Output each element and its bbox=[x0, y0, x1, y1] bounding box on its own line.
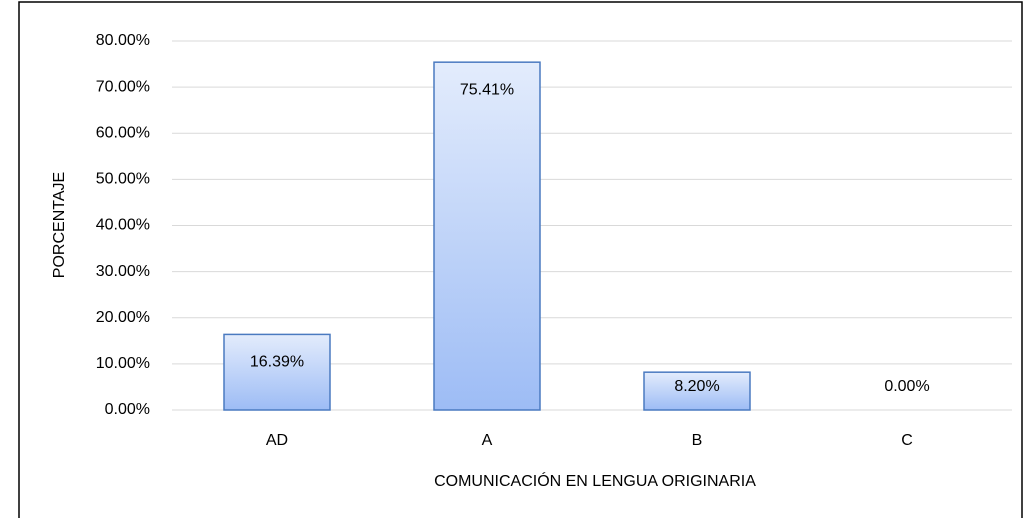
x-tick-label: C bbox=[901, 432, 913, 449]
x-tick-label: B bbox=[692, 432, 703, 449]
y-tick-label: 60.00% bbox=[96, 124, 150, 141]
data-label: 8.20% bbox=[674, 378, 719, 395]
x-tick-label: A bbox=[482, 432, 493, 449]
bar bbox=[643, 371, 751, 411]
y-tick-label: 0.00% bbox=[105, 401, 150, 418]
data-label: 16.39% bbox=[250, 354, 304, 371]
y-tick-label: 30.00% bbox=[96, 263, 150, 280]
x-axis-label: COMUNICACIÓN EN LENGUA ORIGINARIA bbox=[434, 471, 756, 490]
y-axis-label: PORCENTAJE bbox=[51, 172, 68, 278]
frame bbox=[18, 1, 1023, 518]
y-tick-label: 40.00% bbox=[96, 217, 150, 234]
bar bbox=[433, 61, 541, 411]
y-tick-label: 10.00% bbox=[96, 355, 150, 372]
data-label: 0.00% bbox=[884, 378, 929, 395]
y-tick-label: 50.00% bbox=[96, 171, 150, 188]
y-tick-label: 80.00% bbox=[96, 32, 150, 49]
y-tick-label: 20.00% bbox=[96, 309, 150, 326]
bar bbox=[223, 333, 331, 411]
x-tick-label: AD bbox=[266, 432, 288, 449]
data-label: 75.41% bbox=[460, 81, 514, 98]
y-tick-label: 70.00% bbox=[96, 78, 150, 95]
